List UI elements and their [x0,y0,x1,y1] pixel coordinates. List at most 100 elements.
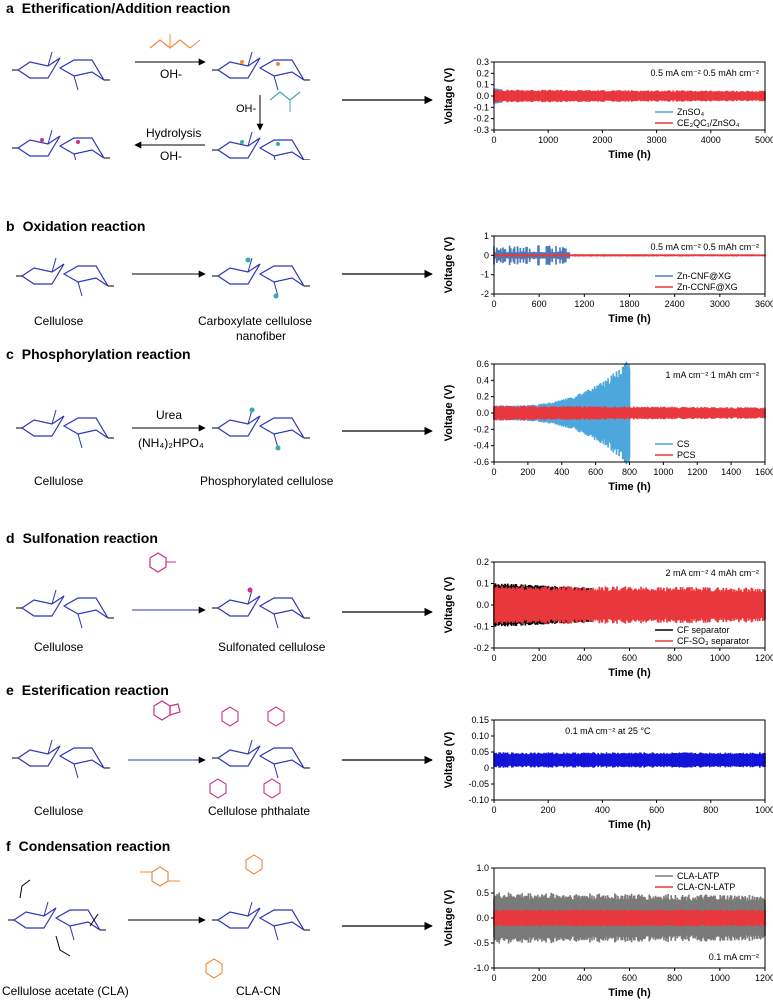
reagent-chloro-ammonium [149,34,201,49]
y-axis-label: Voltage (V) [443,67,455,124]
series-CLA-CN-LATP [493,909,766,927]
panel-title: e Esterification reaction [6,682,169,698]
x-tick-label: 0 [491,135,496,145]
phosphorylation-scheme [15,407,433,451]
chart-a: 0 1000 2000 3000 4000 5000 0.3 0.2 0.1 0.0 -0.1 -0.… [440,52,773,162]
reagent-phosphate: (NH₄)₂HPO₄ [138,436,204,450]
x-tick-label: 200 [532,973,547,983]
voltage-chart: 0 200 400 600 800 1000 1200 1400 1600 0.6 0.4 0.2 0.… [443,359,773,493]
x-tick-label: 1000 [710,653,730,663]
x-tick-label: 5000 [755,135,773,145]
x-tick-label: 600 [588,467,603,477]
panel-title: d Sulfonation reaction [6,530,158,546]
x-tick-label: 1000 [538,135,558,145]
y-tick-label: -2 [481,289,489,299]
x-tick-label: 600 [622,973,637,983]
x-axis-label: Time (h) [608,819,651,831]
esterification-scheme [11,700,433,799]
panel-title: a Etherification/Addition reaction [6,0,231,16]
y-tick-label: -0.5 [473,938,489,948]
x-axis-label: Time (h) [608,149,651,161]
y-tick-label: 0 [484,250,489,260]
x-tick-label: 0 [491,299,496,309]
label-cellulose: Cellulose [34,474,84,488]
chart-c: 0 200 400 600 800 1000 1200 1400 1600 0.6 0.4 0.2 0.… [440,354,773,494]
y-axis-label: Voltage (V) [443,384,455,441]
reagent-isocyanate [140,866,180,887]
condition-label: 0.5 mA cm⁻² 0.5 mAh cm⁻² [650,242,759,252]
x-tick-label: 1200 [755,653,773,663]
x-tick-label: 1200 [574,299,594,309]
legend-label: CS [677,439,690,449]
x-tick-label: 0 [491,653,496,663]
x-tick-label: 600 [649,805,664,815]
x-tick-label: 2400 [665,299,685,309]
chart-d: 0 200 400 600 800 1000 1200 0.2 0.1 0.0 -0.1 -0.2 Ti… [440,552,773,680]
label-cla-cn: CLA-CN [236,984,281,998]
label-product: Sulfonated cellulose [218,640,326,654]
series-band [493,752,766,768]
legend-label: CE₃QC₁/ZnSO₄ [677,118,740,128]
y-tick-label: 0 [484,763,489,773]
plot-frame [493,719,766,801]
x-tick-label: 3000 [710,299,730,309]
x-tick-label: 0 [491,805,496,815]
label-product: Cellulose phthalate [208,804,311,818]
x-tick-label: 2000 [592,135,612,145]
x-tick-label: 800 [703,805,718,815]
x-tick-label: 1800 [619,299,639,309]
x-tick-label: 1000 [710,973,730,983]
label-cellulose: Cellulose [34,640,84,654]
y-tick-label: 0.3 [476,57,489,67]
phthalate-groups [209,706,285,799]
y-axis-label: Voltage (V) [443,236,455,293]
legend-label: Zn-CNF@XG [677,271,731,281]
y-axis-label: Voltage (V) [443,731,455,788]
condition-label: 0.1 mA cm⁻² [709,952,759,962]
y-tick-label: -0.2 [473,114,489,124]
x-tick-label: 600 [622,653,637,663]
x-tick-label: 400 [577,653,592,663]
voltage-chart: 0 200 400 600 800 1000 1200 0.2 0.1 0.0 -0.1 -0.2 Ti… [443,557,773,679]
y-tick-label: -1.0 [473,963,489,973]
voltage-chart: 0 1000 2000 3000 4000 5000 0.30.2 0.10.0-0.1 -0.… [443,57,773,161]
x-tick-label: 4000 [701,135,721,145]
panel-c: c Phosphorylation reaction Urea (NH₄)₂HPO… [0,346,773,506]
y-tick-label: -0.05 [468,779,489,789]
y-tick-label: 0.1 [476,579,489,589]
x-tick-label: 800 [622,467,637,477]
legend-label: CLA-LATP [677,871,719,881]
series-band [493,909,766,927]
y-tick-label: -0.1 [473,622,489,632]
legend-label: CF separator [677,625,730,635]
y-tick-label: 0.2 [476,557,489,567]
series-CF-SO₃ separator [493,585,766,625]
x-tick-label: 800 [667,653,682,663]
y-tick-label: -0.10 [468,795,489,805]
label-product-line1: Carboxylate cellulose [198,314,313,328]
legend-label: CF-SO₃ separator [677,636,749,646]
panel-title: f Condensation reaction [6,838,171,854]
condition-label: 1 mA cm⁻² 1 mAh cm⁻² [665,370,759,380]
legend-label: Zn-CCNF@XG [677,282,738,292]
chart-e: 0 200 400 600 800 1000 0.15 0.10 0.05 0 -0.05 -0.10… [440,710,773,832]
y-tick-label: 0.2 [476,392,489,402]
molecule-added-cellulose [211,131,311,160]
x-tick-label: 800 [667,973,682,983]
reagent-phthalic-anhydride [153,700,181,721]
legend-label: PCS [677,450,696,460]
x-tick-label: 0 [491,467,496,477]
panel-b: b Oxidation reaction Cellulose Carboxylat… [0,218,773,348]
series-band [493,405,766,421]
series-CE₃QC₁/ZnSO₄ [493,89,766,103]
y-axis-label: Voltage (V) [443,576,455,633]
y-tick-label: 0.0 [476,91,489,101]
x-tick-label: 1200 [687,467,707,477]
y-tick-label: -0.2 [473,643,489,653]
reagent-label: OH- [236,103,257,115]
condition-label: 0.1 mA cm⁻² at 25 °C [565,726,651,736]
legend-label: CLA-CN-LATP [677,882,735,892]
x-tick-label: 200 [532,653,547,663]
reagent-label: OH- [160,149,182,160]
etherification-scheme: OH- OH- Hydrolysis OH- [11,34,433,160]
